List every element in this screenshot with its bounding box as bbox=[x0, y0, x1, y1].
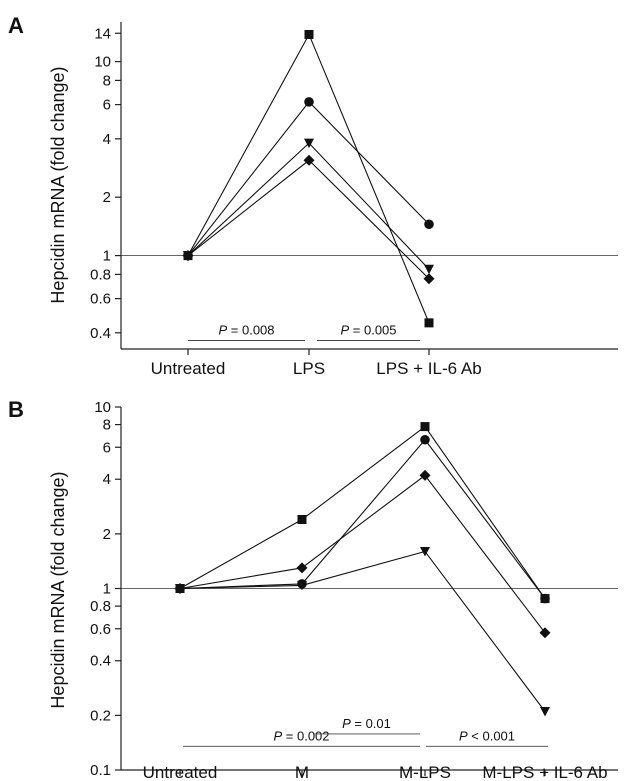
pvalue-value: = 0.005 bbox=[349, 323, 396, 338]
panel-a-y-tick-label: 0.4 bbox=[90, 325, 111, 342]
panel-a-y-tick-label: 14 bbox=[94, 25, 111, 42]
panel-a-y-tick-label: 10 bbox=[94, 54, 111, 71]
panel-a-point-circle bbox=[424, 219, 434, 230]
pvalue-value: = 0.002 bbox=[282, 728, 329, 743]
panel-a-point-diamond bbox=[423, 273, 435, 285]
panel-b-point-circle bbox=[420, 434, 430, 445]
panel-a-pvalue-label: P = 0.008 bbox=[218, 323, 274, 338]
panel-b-y-tick-label: 1 bbox=[103, 581, 111, 598]
panel-a-point-diamond bbox=[303, 154, 315, 166]
panel-a-chart: A 0.4 0.6 0.81 2 4 6 810 14 Hepcidin mRNA (fold c… bbox=[8, 13, 618, 378]
panel-a-point-square bbox=[424, 318, 434, 328]
panel-a-y-tick-label: 6 bbox=[103, 97, 111, 114]
panel-a-y-tick-label: 8 bbox=[103, 72, 111, 89]
panel-b-y-tick-label: 8 bbox=[103, 417, 111, 434]
panel-b-y-tick-label: 4 bbox=[103, 471, 111, 488]
panel-a-series-line bbox=[187, 101, 430, 256]
panel-a-x-tick-label: LPS + IL-6 Ab bbox=[376, 359, 481, 378]
panel-b-pvalue-label: P < 0.001 bbox=[459, 728, 515, 743]
panel-b-point-triangle bbox=[175, 584, 185, 594]
panel-b-y-tick-label: 2 bbox=[103, 526, 111, 543]
panel-b-y-tick-label: 10 bbox=[94, 399, 111, 416]
panel-a-point-square bbox=[304, 29, 314, 39]
panel-a-pvalue-label: P = 0.005 bbox=[340, 323, 396, 338]
panel-b-point-square bbox=[297, 514, 307, 524]
panel-b-point-triangle bbox=[420, 546, 430, 557]
pvalue-value: < 0.001 bbox=[468, 728, 515, 743]
panel-a-y-tick-label: 4 bbox=[103, 131, 111, 148]
panel-b-point-diamond bbox=[539, 627, 551, 639]
panel-a-label: A bbox=[8, 13, 24, 38]
panel-a-x-tick-label: LPS bbox=[293, 359, 325, 378]
pvalue-p-symbol: P bbox=[273, 728, 282, 743]
panel-b-point-triangle bbox=[540, 707, 550, 717]
panel-b-chart: B 0.1 0.2 0.4 0.6 0.81 2 4 6 810 Hepcidin mRNA (fo… bbox=[8, 397, 618, 781]
panel-b-point-square bbox=[420, 422, 430, 432]
pvalue-p-symbol: P bbox=[218, 323, 227, 338]
pvalue-value: = 0.008 bbox=[227, 323, 274, 338]
panel-b-y-tick-label: 0.6 bbox=[90, 621, 111, 638]
pvalue-p-symbol: P bbox=[342, 716, 351, 731]
panel-b-y-tick-label: 0.4 bbox=[90, 653, 111, 670]
panel-a-point-triangle bbox=[424, 264, 434, 275]
panel-b-series-line bbox=[179, 474, 546, 634]
panel-b-series-line bbox=[179, 550, 546, 712]
pvalue-value: = 0.01 bbox=[351, 716, 391, 731]
panel-b-y-tick-label: 0.2 bbox=[90, 707, 111, 724]
panel-a-series-line bbox=[187, 159, 430, 280]
panel-a-y-tick-label: 0.8 bbox=[90, 266, 111, 283]
panel-b-series-line bbox=[179, 425, 546, 599]
panel-a-y-tick-label: 1 bbox=[103, 248, 111, 265]
panel-b-y-tick-label: 0.1 bbox=[90, 762, 111, 779]
panel-a-y-axis-label: Hepcidin mRNA (fold change) bbox=[48, 66, 68, 303]
panel-a-point-diamond bbox=[182, 250, 194, 262]
pvalue-p-symbol: P bbox=[340, 323, 349, 338]
panel-b-y-axis-label: Hepcidin mRNA (fold change) bbox=[48, 471, 68, 708]
panel-a-series-line bbox=[187, 33, 430, 324]
panel-a-y-tick-label: 2 bbox=[103, 189, 111, 206]
panel-b-label: B bbox=[8, 397, 24, 422]
panel-b-point-diamond bbox=[296, 562, 308, 574]
panel-a-y-tick-label: 0.6 bbox=[90, 291, 111, 308]
panel-b-y-tick-label: 0.8 bbox=[90, 598, 111, 615]
panel-b-pvalue-label: P = 0.002 bbox=[273, 728, 329, 743]
panel-b-x-tick-label: M bbox=[295, 763, 309, 781]
panel-b-pvalue-label: P = 0.01 bbox=[342, 716, 391, 731]
panel-b-x-tick-label: M-LPS + IL-6 Ab bbox=[482, 763, 607, 781]
panel-b-point-triangle bbox=[297, 580, 307, 591]
panel-b-x-tick-label: Untreated bbox=[143, 763, 218, 781]
pvalue-p-symbol: P bbox=[459, 728, 468, 743]
panel-b-point-circle bbox=[540, 593, 550, 604]
panel-a-point-circle bbox=[304, 97, 314, 107]
panel-a-x-tick-label: Untreated bbox=[151, 359, 226, 378]
panel-b-y-tick-label: 6 bbox=[103, 439, 111, 456]
panel-b-x-tick-label: M-LPS bbox=[399, 763, 451, 781]
panel-b-series-line bbox=[179, 438, 546, 599]
panel-b-point-diamond bbox=[419, 469, 431, 481]
panel-a-point-triangle bbox=[304, 138, 314, 149]
